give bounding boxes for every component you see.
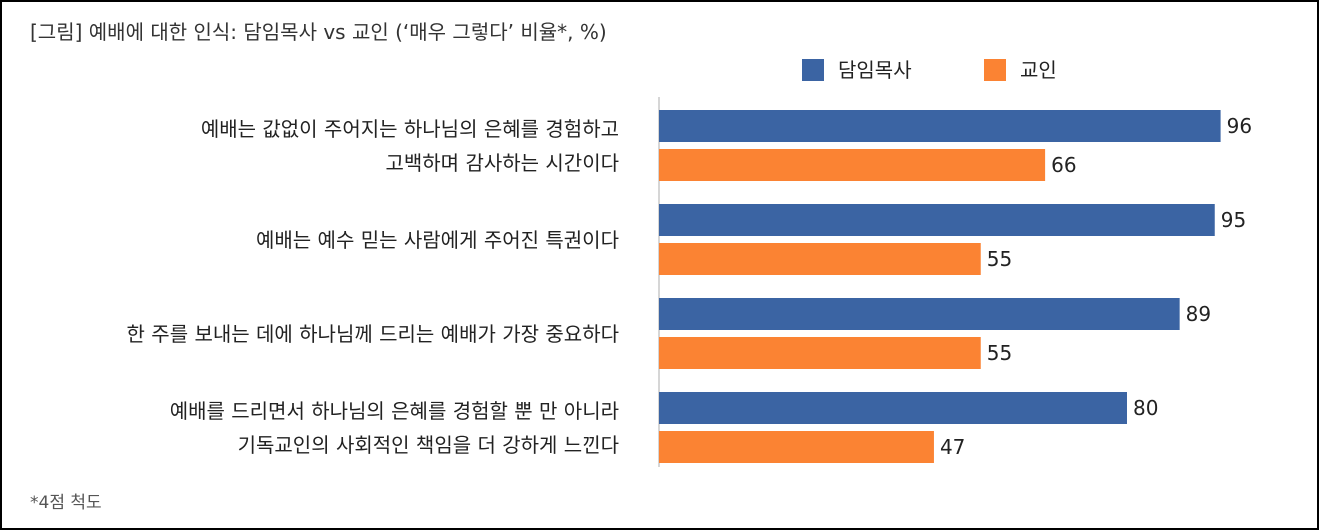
bar-pastor-2 xyxy=(659,204,1215,236)
data-label-pastor-1: 96 xyxy=(1227,114,1252,138)
category-label-4-line-1: 예배를 드리면서 하나님의 은혜를 경험할 뿐 만 아니라 xyxy=(169,398,619,423)
category-label-4-line-2: 기독교인의 사회적인 책임을 더 강하게 느낀다 xyxy=(237,432,619,457)
bar-member-3 xyxy=(659,337,981,369)
data-label-pastor-4: 80 xyxy=(1133,396,1158,420)
bar-member-4 xyxy=(659,431,934,463)
bar-member-2 xyxy=(659,243,981,275)
legend-label-pastor: 담임목사 xyxy=(838,58,912,82)
data-label-member-4: 47 xyxy=(940,435,965,459)
bar-pastor-1 xyxy=(659,110,1221,142)
category-label-1-line-1: 예배는 값없이 주어지는 하나님의 은혜를 경험하고 xyxy=(200,116,619,141)
category-label-2: 예배는 예수 믿는 사람에게 주어진 특권이다 xyxy=(256,227,619,252)
legend-label-member: 교인 xyxy=(1020,58,1057,82)
data-label-member-1: 66 xyxy=(1051,153,1076,177)
footnote: *4점 척도 xyxy=(30,493,102,513)
data-label-pastor-3: 89 xyxy=(1186,302,1211,326)
legend-swatch-member xyxy=(984,59,1006,81)
data-label-pastor-2: 95 xyxy=(1221,208,1246,232)
category-label-1-line-2: 고백하며 감사하는 시간이다 xyxy=(385,150,619,175)
bar-pastor-4 xyxy=(659,392,1127,424)
chart-title: [그림] 예배에 대한 인식: 담임목사 vs 교인 (‘매우 그렇다’ 비율*… xyxy=(30,20,607,44)
bar-member-1 xyxy=(659,149,1046,181)
category-label-3: 한 주를 보내는 데에 하나님께 드리는 예배가 가장 중요하다 xyxy=(126,321,619,346)
bar-pastor-3 xyxy=(659,298,1180,330)
data-label-member-3: 55 xyxy=(987,341,1012,365)
legend-swatch-pastor xyxy=(802,59,824,81)
data-label-member-2: 55 xyxy=(987,247,1012,271)
